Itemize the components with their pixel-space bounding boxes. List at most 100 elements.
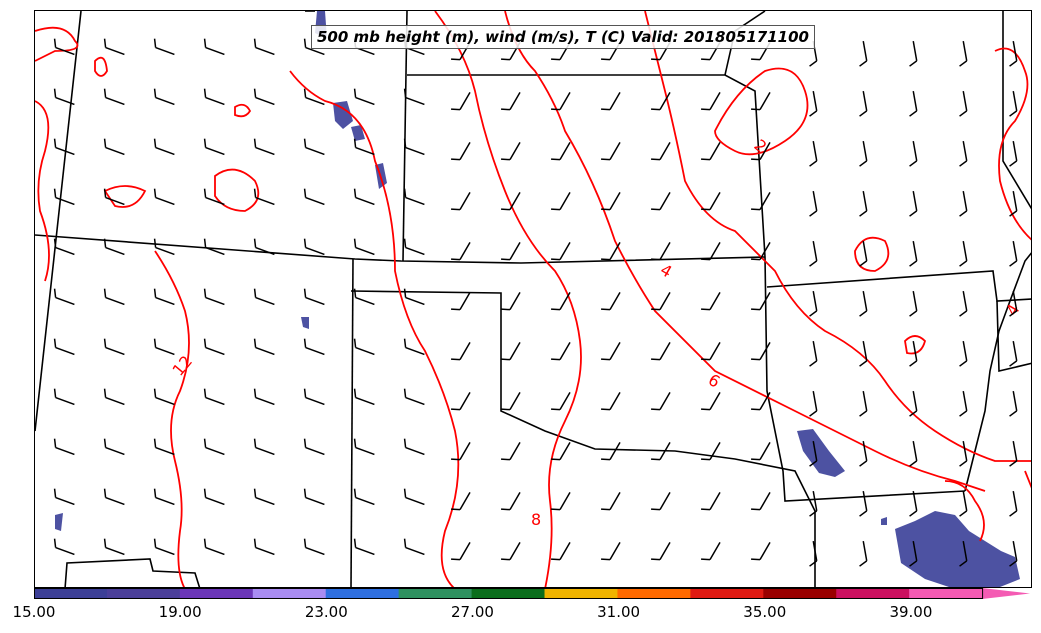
colorbar-cell [179, 588, 254, 599]
wind-barb [253, 238, 275, 256]
colorbar-cell [909, 588, 983, 599]
wind-barb [253, 388, 275, 406]
colorbar-cell [836, 588, 910, 599]
state-line-north-vertical [402, 11, 408, 262]
wind-barb [353, 388, 375, 406]
wind-barb [303, 188, 325, 206]
wind-barb [501, 391, 521, 411]
wind-barb [601, 141, 621, 161]
contour [154, 250, 190, 587]
colorbar-tick-label: 15.00 [12, 603, 56, 621]
wind-barb [959, 91, 968, 117]
colorbar-cell [325, 588, 400, 599]
wind-barb [551, 441, 571, 461]
wind-barb [809, 541, 818, 567]
wind-barb [701, 391, 721, 411]
wind-barb [53, 438, 75, 456]
wind-barb [403, 88, 425, 106]
wind-barb [809, 491, 818, 517]
wind-barb [1009, 141, 1018, 167]
wind-barb [651, 491, 671, 511]
wind-barb [1009, 91, 1018, 117]
wind-barb [909, 541, 918, 567]
wind-barb [909, 291, 918, 317]
contour-label: 8 [531, 510, 541, 529]
colorbar-cell [617, 588, 691, 599]
wind-barb [53, 338, 75, 356]
wind-barb [203, 438, 225, 456]
shaded-area [55, 513, 63, 531]
colorbar-cell [252, 588, 327, 599]
wind-barb [809, 441, 818, 467]
wind-barb [303, 238, 325, 256]
colorbar-cell [34, 588, 108, 599]
colorbar-cell [763, 588, 837, 599]
wind-barb [353, 538, 375, 556]
wind-barb [701, 191, 721, 211]
wind-barb [551, 291, 571, 311]
wind-barb [203, 338, 225, 356]
wind-barb [651, 241, 671, 261]
wind-barb [1009, 341, 1018, 367]
wind-barb [859, 41, 868, 67]
state-line-mexico [64, 558, 201, 587]
wind-barb [53, 188, 75, 206]
colorbar-cell [690, 588, 764, 599]
colorbar-tick-label: 31.00 [597, 603, 641, 621]
wind-barb [1009, 491, 1018, 517]
wind-barb [601, 391, 621, 411]
wind-barb [651, 341, 671, 361]
wind-barb [701, 441, 721, 461]
colorbar-cell [398, 588, 473, 599]
wind-barb [153, 88, 175, 106]
wind-barb [909, 141, 918, 167]
wind-barb [253, 88, 275, 106]
wind-barb [501, 441, 521, 461]
wind-barb [501, 341, 521, 361]
wind-barb [203, 388, 225, 406]
wind-barb [551, 191, 571, 211]
wind-barb [203, 488, 225, 506]
wind-barb [53, 238, 75, 256]
map-panel: 12 8 4 6 2 4 500 mb height (m), wind (m/… [34, 10, 1032, 588]
wind-barb [403, 538, 425, 556]
wind-barb [203, 88, 225, 106]
wind-barb [651, 91, 671, 111]
state-line-ok-east [764, 256, 966, 502]
wind-barb [353, 88, 375, 106]
wind-barb [303, 88, 325, 106]
wind-barb [353, 438, 375, 456]
contour [35, 100, 50, 282]
contour [504, 11, 986, 492]
wind-barb [253, 288, 275, 306]
colorbar-tick-label: 23.00 [304, 603, 348, 621]
wind-barb [959, 141, 968, 167]
state-line-tx-ok [350, 290, 816, 587]
wind-barb [103, 288, 125, 306]
contour [214, 168, 260, 212]
wind-barb [451, 141, 471, 161]
wind-barb [959, 441, 968, 467]
contour [1024, 470, 1031, 489]
wind-barb [353, 338, 375, 356]
wind-barb [103, 338, 125, 356]
wind-barb [651, 191, 671, 211]
wind-barb [253, 38, 275, 56]
wind-barb [253, 138, 275, 156]
wind-barb [651, 541, 671, 561]
wind-barb [651, 441, 671, 461]
wind-barb [1009, 41, 1018, 67]
wind-barb [153, 38, 175, 56]
colorbar-tick-label: 39.00 [889, 603, 933, 621]
wind-barb [859, 491, 868, 517]
wind-barb [451, 191, 471, 211]
contour [644, 11, 1031, 462]
wind-barb [859, 341, 868, 367]
state-line-il [1002, 11, 1031, 210]
wind-barb [501, 491, 521, 511]
wind-barb [909, 341, 918, 367]
wind-barb [53, 538, 75, 556]
contour [35, 26, 79, 62]
wind-barb [551, 241, 571, 261]
wind-barb [859, 441, 868, 467]
